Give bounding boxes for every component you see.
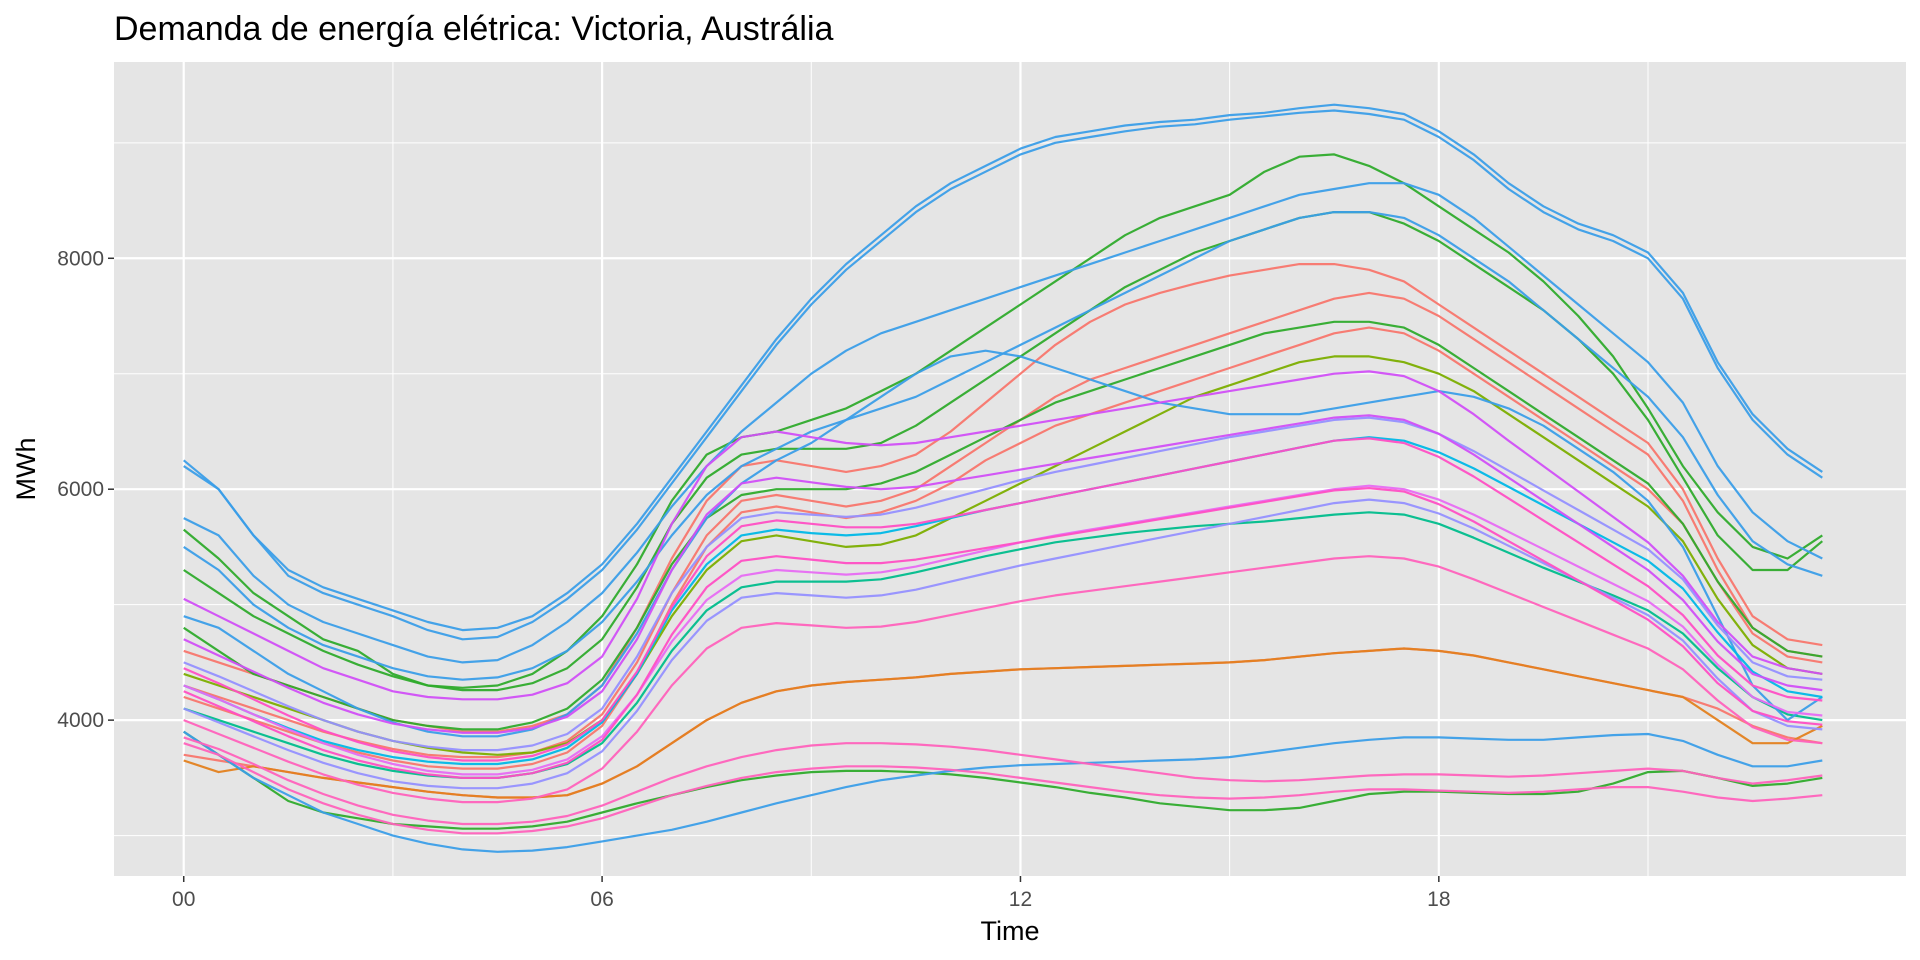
x-tick-label: 18 xyxy=(1427,888,1450,911)
series-line-26 xyxy=(183,414,1823,734)
y-axis-title: MWh xyxy=(11,438,41,501)
y-tick-label: 8000 xyxy=(57,247,104,270)
series-lines xyxy=(182,103,1824,853)
series-line-27 xyxy=(183,437,1823,762)
series-line-2 xyxy=(183,263,1823,733)
series-line-10 xyxy=(183,730,1823,830)
series-line-28 xyxy=(183,487,1823,780)
series-line-16 xyxy=(183,730,1823,853)
x-tick-label: 12 xyxy=(1009,888,1032,911)
series-line-23 xyxy=(183,742,1823,835)
x-tick-label: 00 xyxy=(172,888,195,911)
series-line-7 xyxy=(182,153,1823,689)
chart-title: Demanda de energía elétrica: Victoria, A… xyxy=(114,10,834,48)
y-axis-ticks: 4000 6000 8000 xyxy=(57,247,114,732)
series-line-13 xyxy=(183,109,1823,641)
series-line-3 xyxy=(183,291,1823,759)
series-line-22 xyxy=(183,555,1823,804)
y-tick-label: 4000 xyxy=(57,709,104,732)
series-line-5 xyxy=(183,647,1823,799)
series-line-25 xyxy=(183,370,1823,701)
series-line-24 xyxy=(183,736,1823,826)
y-tick-label: 6000 xyxy=(57,478,104,501)
series-line-12 xyxy=(182,103,1823,632)
series-line-21 xyxy=(183,484,1823,776)
series-line-14 xyxy=(183,182,1823,664)
x-axis-title: Time xyxy=(981,916,1040,946)
series-line-4 xyxy=(183,326,1823,770)
series-line-19 xyxy=(183,416,1823,752)
series-line-17 xyxy=(183,349,1823,738)
series-line-20 xyxy=(183,498,1823,790)
series-line-6 xyxy=(183,355,1823,756)
x-tick-label: 06 xyxy=(590,888,613,911)
x-axis-ticks: 00 06 12 18 xyxy=(172,876,1451,911)
